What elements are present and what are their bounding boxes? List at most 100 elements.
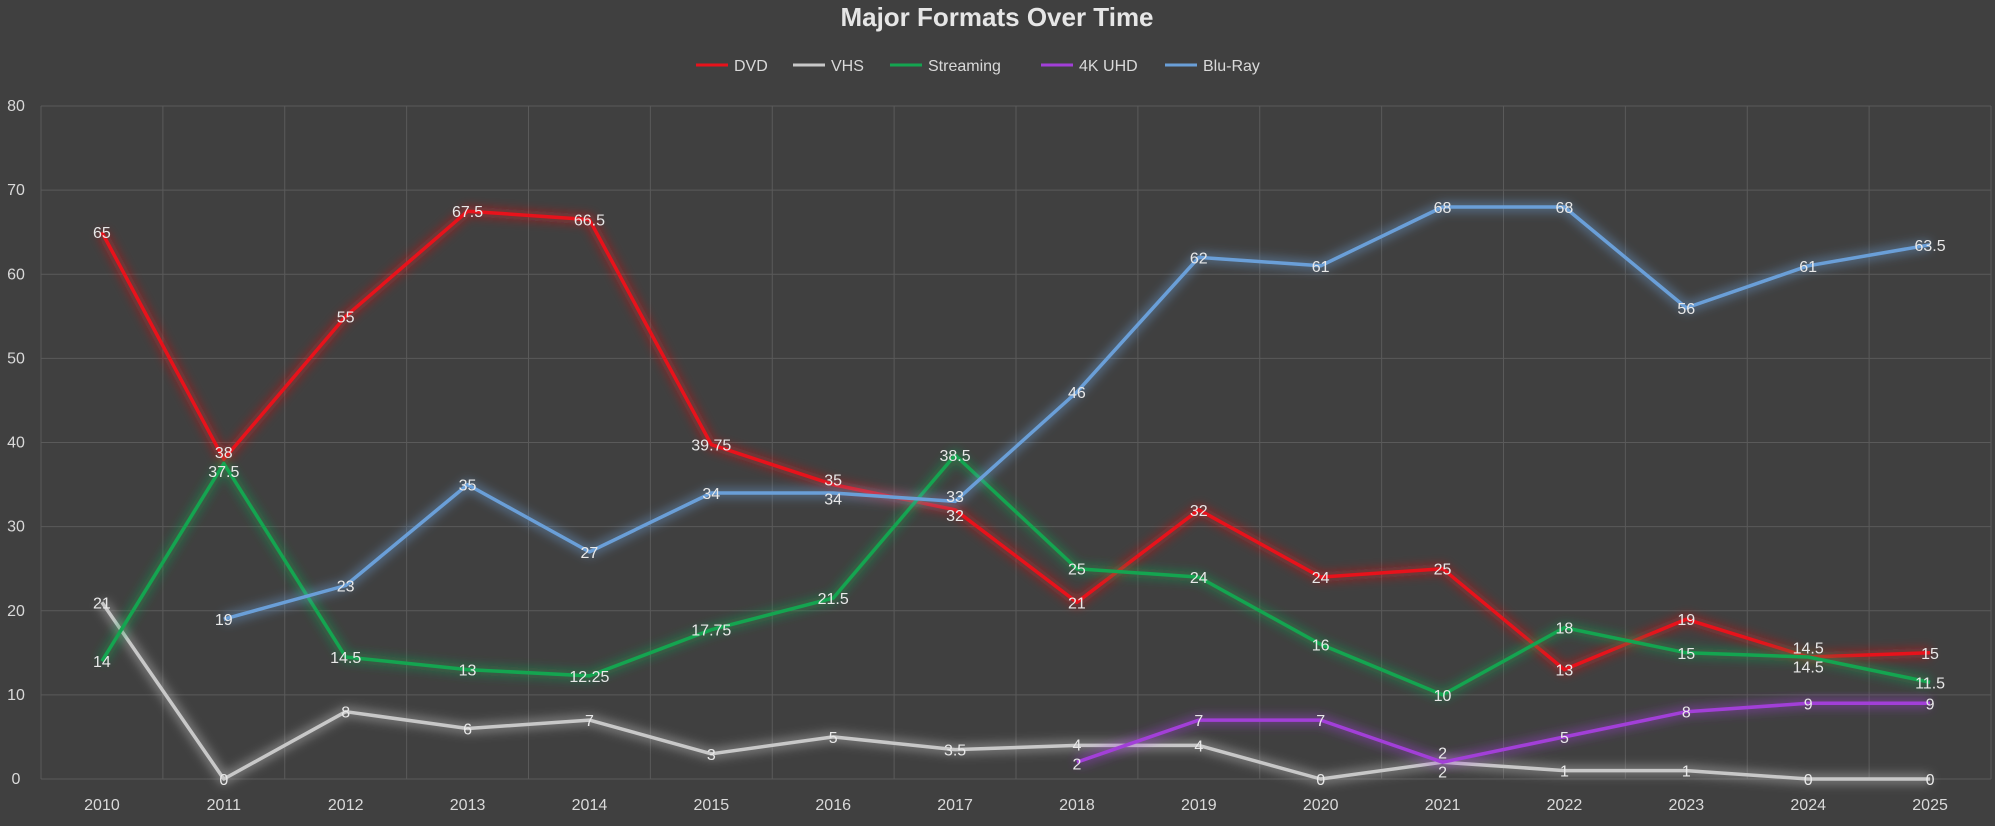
series-line-blu-ray [223, 205, 1931, 621]
y-tick-label: 60 [7, 266, 25, 283]
x-tick-label: 2021 [1425, 797, 1461, 814]
data-label-dvd: 66.5 [574, 213, 605, 230]
data-label-4k-uhd: 2 [1438, 765, 1447, 782]
data-label-dvd: 13 [1556, 663, 1574, 680]
data-label-blu-ray: 46 [1068, 385, 1086, 402]
data-label-dvd: 19 [1677, 612, 1695, 629]
data-label-streaming: 24 [1190, 570, 1208, 587]
data-label-streaming: 13 [459, 663, 477, 680]
x-tick-label: 2013 [450, 797, 486, 814]
data-label-vhs: 21 [93, 595, 111, 612]
data-label-blu-ray: 63.5 [1914, 238, 1945, 255]
data-label-4k-uhd: 2 [1072, 756, 1081, 773]
data-label-dvd: 21 [1068, 595, 1086, 612]
data-label-vhs: 0 [1804, 772, 1813, 789]
data-label-4k-uhd: 9 [1804, 696, 1813, 713]
data-label-dvd: 67.5 [452, 204, 483, 221]
x-tick-label: 2020 [1303, 797, 1339, 814]
data-label-blu-ray: 27 [581, 545, 599, 562]
series-line-vhs [100, 601, 1931, 781]
data-label-streaming: 11.5 [1915, 675, 1945, 692]
data-label-vhs: 0 [219, 772, 228, 789]
data-label-streaming: 18 [1556, 621, 1574, 638]
y-tick-label: 0 [12, 771, 21, 788]
legend-label: VHS [831, 58, 864, 75]
data-label-streaming: 14.5 [1793, 660, 1824, 677]
x-tick-label: 2014 [572, 797, 608, 814]
data-label-dvd: 38 [215, 445, 233, 462]
legend: DVD VHS Streaming 4K UHD Blu-Ray [696, 58, 1260, 75]
data-label-blu-ray: 23 [337, 579, 355, 596]
data-label-4k-uhd: 7 [1194, 713, 1203, 730]
data-label-vhs: 0 [1316, 772, 1325, 789]
x-tick-label: 2024 [1790, 797, 1826, 814]
x-tick-label: 2023 [1669, 797, 1705, 814]
data-label-vhs: 3.5 [944, 743, 966, 760]
legend-label: Streaming [928, 58, 1001, 75]
data-label-dvd: 32 [946, 508, 964, 525]
data-label-streaming: 17.75 [691, 623, 731, 640]
data-label-dvd: 32 [1190, 503, 1208, 520]
data-label-streaming: 14 [93, 654, 111, 671]
data-label-vhs: 3 [707, 747, 716, 764]
data-label-4k-uhd: 9 [1926, 696, 1935, 713]
data-label-streaming: 25 [1068, 562, 1086, 579]
data-label-dvd: 35 [824, 472, 842, 489]
data-label-streaming: 12.25 [569, 669, 609, 686]
data-label-vhs: 8 [341, 705, 350, 722]
data-label-streaming: 37.5 [208, 464, 239, 481]
data-label-vhs: 1 [1682, 764, 1691, 781]
data-label-dvd: 15 [1921, 646, 1939, 663]
data-label-blu-ray: 68 [1556, 200, 1574, 217]
data-label-dvd: 55 [337, 309, 355, 326]
data-labels: 6521143837.5190552314.5867.53513666.5271… [93, 200, 1946, 789]
data-label-4k-uhd: 8 [1682, 705, 1691, 722]
data-label-streaming: 16 [1312, 637, 1330, 654]
data-label-vhs: 7 [585, 713, 594, 730]
data-label-streaming: 21.5 [818, 591, 849, 608]
data-label-blu-ray: 34 [824, 491, 842, 508]
data-label-blu-ray: 33 [946, 489, 964, 506]
data-label-blu-ray: 61 [1799, 259, 1817, 276]
data-label-vhs: 4 [1194, 738, 1203, 755]
data-label-blu-ray: 56 [1677, 301, 1695, 318]
data-label-blu-ray: 35 [459, 478, 477, 495]
y-tick-label: 50 [7, 350, 25, 367]
data-label-dvd: 14.5 [1793, 641, 1824, 658]
data-label-dvd: 25 [1434, 562, 1452, 579]
x-tick-label: 2010 [84, 797, 120, 814]
data-label-streaming: 14.5 [330, 650, 361, 667]
data-label-4k-uhd: 7 [1316, 713, 1325, 730]
data-label-vhs: 6 [463, 722, 472, 739]
x-tick-label: 2016 [815, 797, 851, 814]
series-line-streaming [100, 453, 1931, 697]
y-tick-label: 80 [7, 98, 25, 115]
data-label-streaming: 38.5 [939, 448, 970, 465]
data-label-dvd: 24 [1312, 570, 1330, 587]
x-tick-label: 2018 [1059, 797, 1095, 814]
x-tick-label: 2012 [328, 797, 364, 814]
x-tick-label: 2011 [207, 797, 242, 814]
data-label-blu-ray: 62 [1190, 250, 1208, 267]
x-tick-label: 2017 [937, 797, 973, 814]
x-tick-label: 2019 [1181, 797, 1217, 814]
data-label-blu-ray: 68 [1434, 200, 1452, 217]
data-label-4k-uhd: 5 [1560, 730, 1569, 747]
series-group [97, 202, 1932, 786]
data-label-vhs: 5 [829, 730, 838, 747]
data-label-blu-ray: 34 [702, 486, 720, 503]
y-tick-label: 10 [7, 687, 25, 704]
legend-label: DVD [734, 58, 768, 75]
y-tick-label: 30 [7, 519, 25, 536]
data-label-streaming: 15 [1677, 646, 1695, 663]
y-tick-label: 40 [7, 435, 25, 452]
data-label-vhs: 4 [1072, 737, 1081, 754]
y-tick-label: 70 [7, 182, 25, 199]
x-tick-label: 2022 [1547, 797, 1583, 814]
data-label-blu-ray: 19 [215, 612, 233, 629]
x-tick-label: 2025 [1912, 797, 1948, 814]
y-tick-label: 20 [7, 603, 25, 620]
series-line-4k-uhd [1076, 701, 1931, 764]
